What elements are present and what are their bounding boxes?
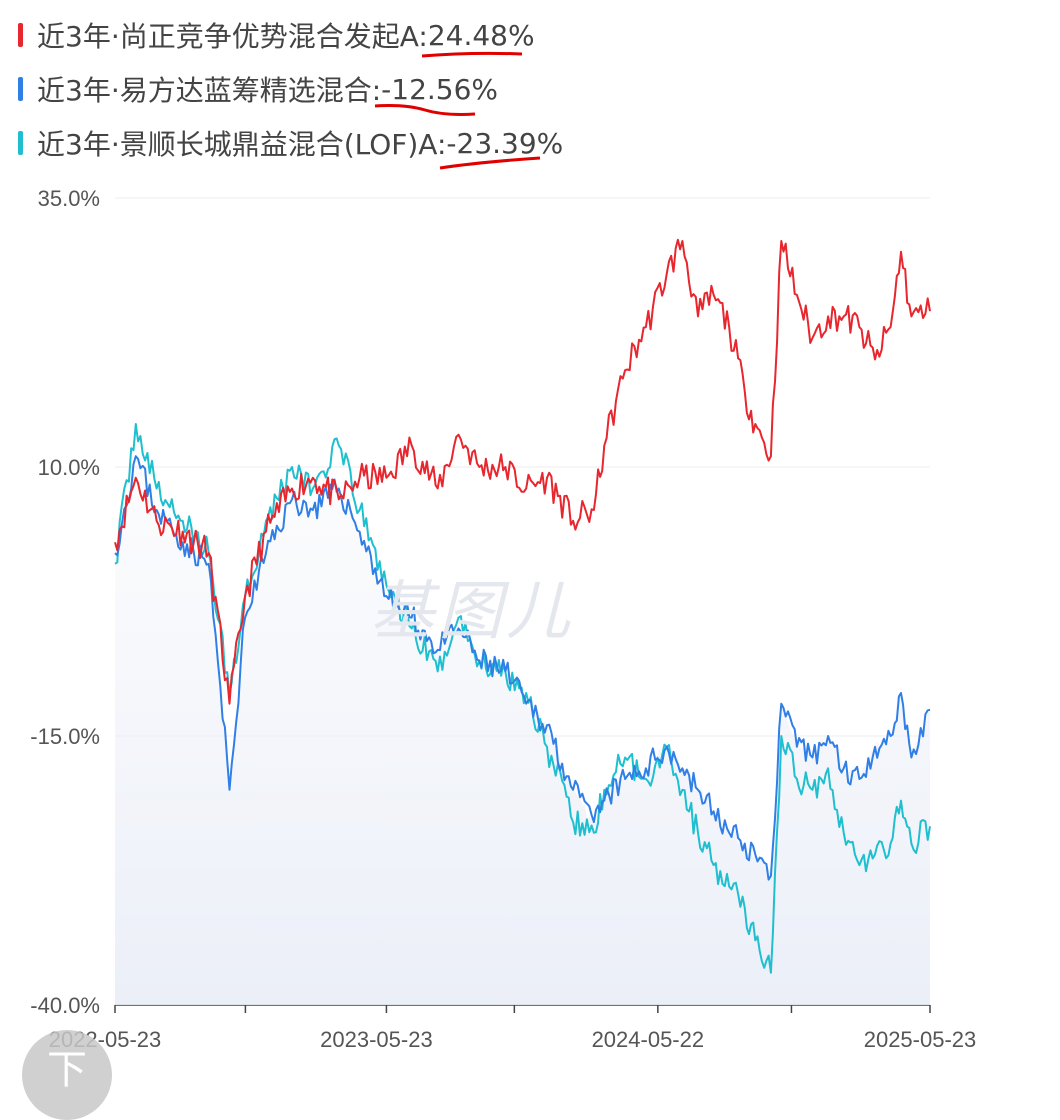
legend-marker-red (18, 23, 23, 47)
legend-item-series-2[interactable]: 近3年·易方达蓝筹精选混合: -12.56% (18, 62, 563, 116)
legend-item-series-3[interactable]: 近3年·景顺长城鼎益混合(LOF)A: -23.39% (18, 116, 563, 170)
legend-marker-cyan (18, 131, 23, 155)
area-fill (115, 456, 930, 1005)
y-tick-label: 35.0% (38, 186, 100, 211)
y-axis-ticks: 35.0% 10.0% -15.0% -40.0% (30, 186, 100, 1018)
legend-label: 近3年·景顺长城鼎益混合(LOF)A: (37, 128, 447, 161)
legend-item-series-1[interactable]: 近3年·尚正竞争优势混合发起A: 24.48% (18, 8, 563, 62)
legend-label: 近3年·易方达蓝筹精选混合: (37, 74, 382, 107)
watermark-text: 基图儿 (370, 575, 574, 649)
chart-legend: 近3年·尚正竞争优势混合发起A: 24.48% 近3年·易方达蓝筹精选混合: -… (18, 8, 563, 170)
y-tick-label: 10.0% (38, 455, 100, 480)
legend-value: 24.48% (421, 19, 535, 57)
area-fill-path (115, 456, 930, 1005)
legend-marker-blue (18, 77, 23, 101)
red-underline-annotation (375, 103, 476, 116)
y-tick-label: -40.0% (30, 993, 100, 1018)
line-chart: 35.0%10.0%-15.0%-40.0% 2022-05-23 2023-05… (30, 186, 977, 1052)
red-underline-annotation (440, 156, 541, 169)
x-tick-label: 2024-05-22 (592, 1027, 705, 1052)
scroll-down-button[interactable]: 下 (22, 1030, 112, 1120)
series-lines (114, 238, 931, 974)
y-tick-label: -15.0% (30, 724, 100, 749)
x-tick-label: 2025-05-23 (864, 1027, 977, 1052)
legend-value: -12.56% (375, 73, 498, 116)
x-tick-label: 2023-05-23 (320, 1027, 433, 1052)
series-line-1 (114, 238, 931, 705)
red-underline-annotation (421, 51, 522, 57)
legend-label: 近3年·尚正竞争优势混合发起A: (37, 20, 428, 53)
legend-value: -23.39% (440, 127, 563, 169)
x-axis-ticks: 2022-05-23 2023-05-23 2024-05-22 2025-05-23 (49, 1005, 977, 1052)
series-line-2 (114, 455, 931, 881)
